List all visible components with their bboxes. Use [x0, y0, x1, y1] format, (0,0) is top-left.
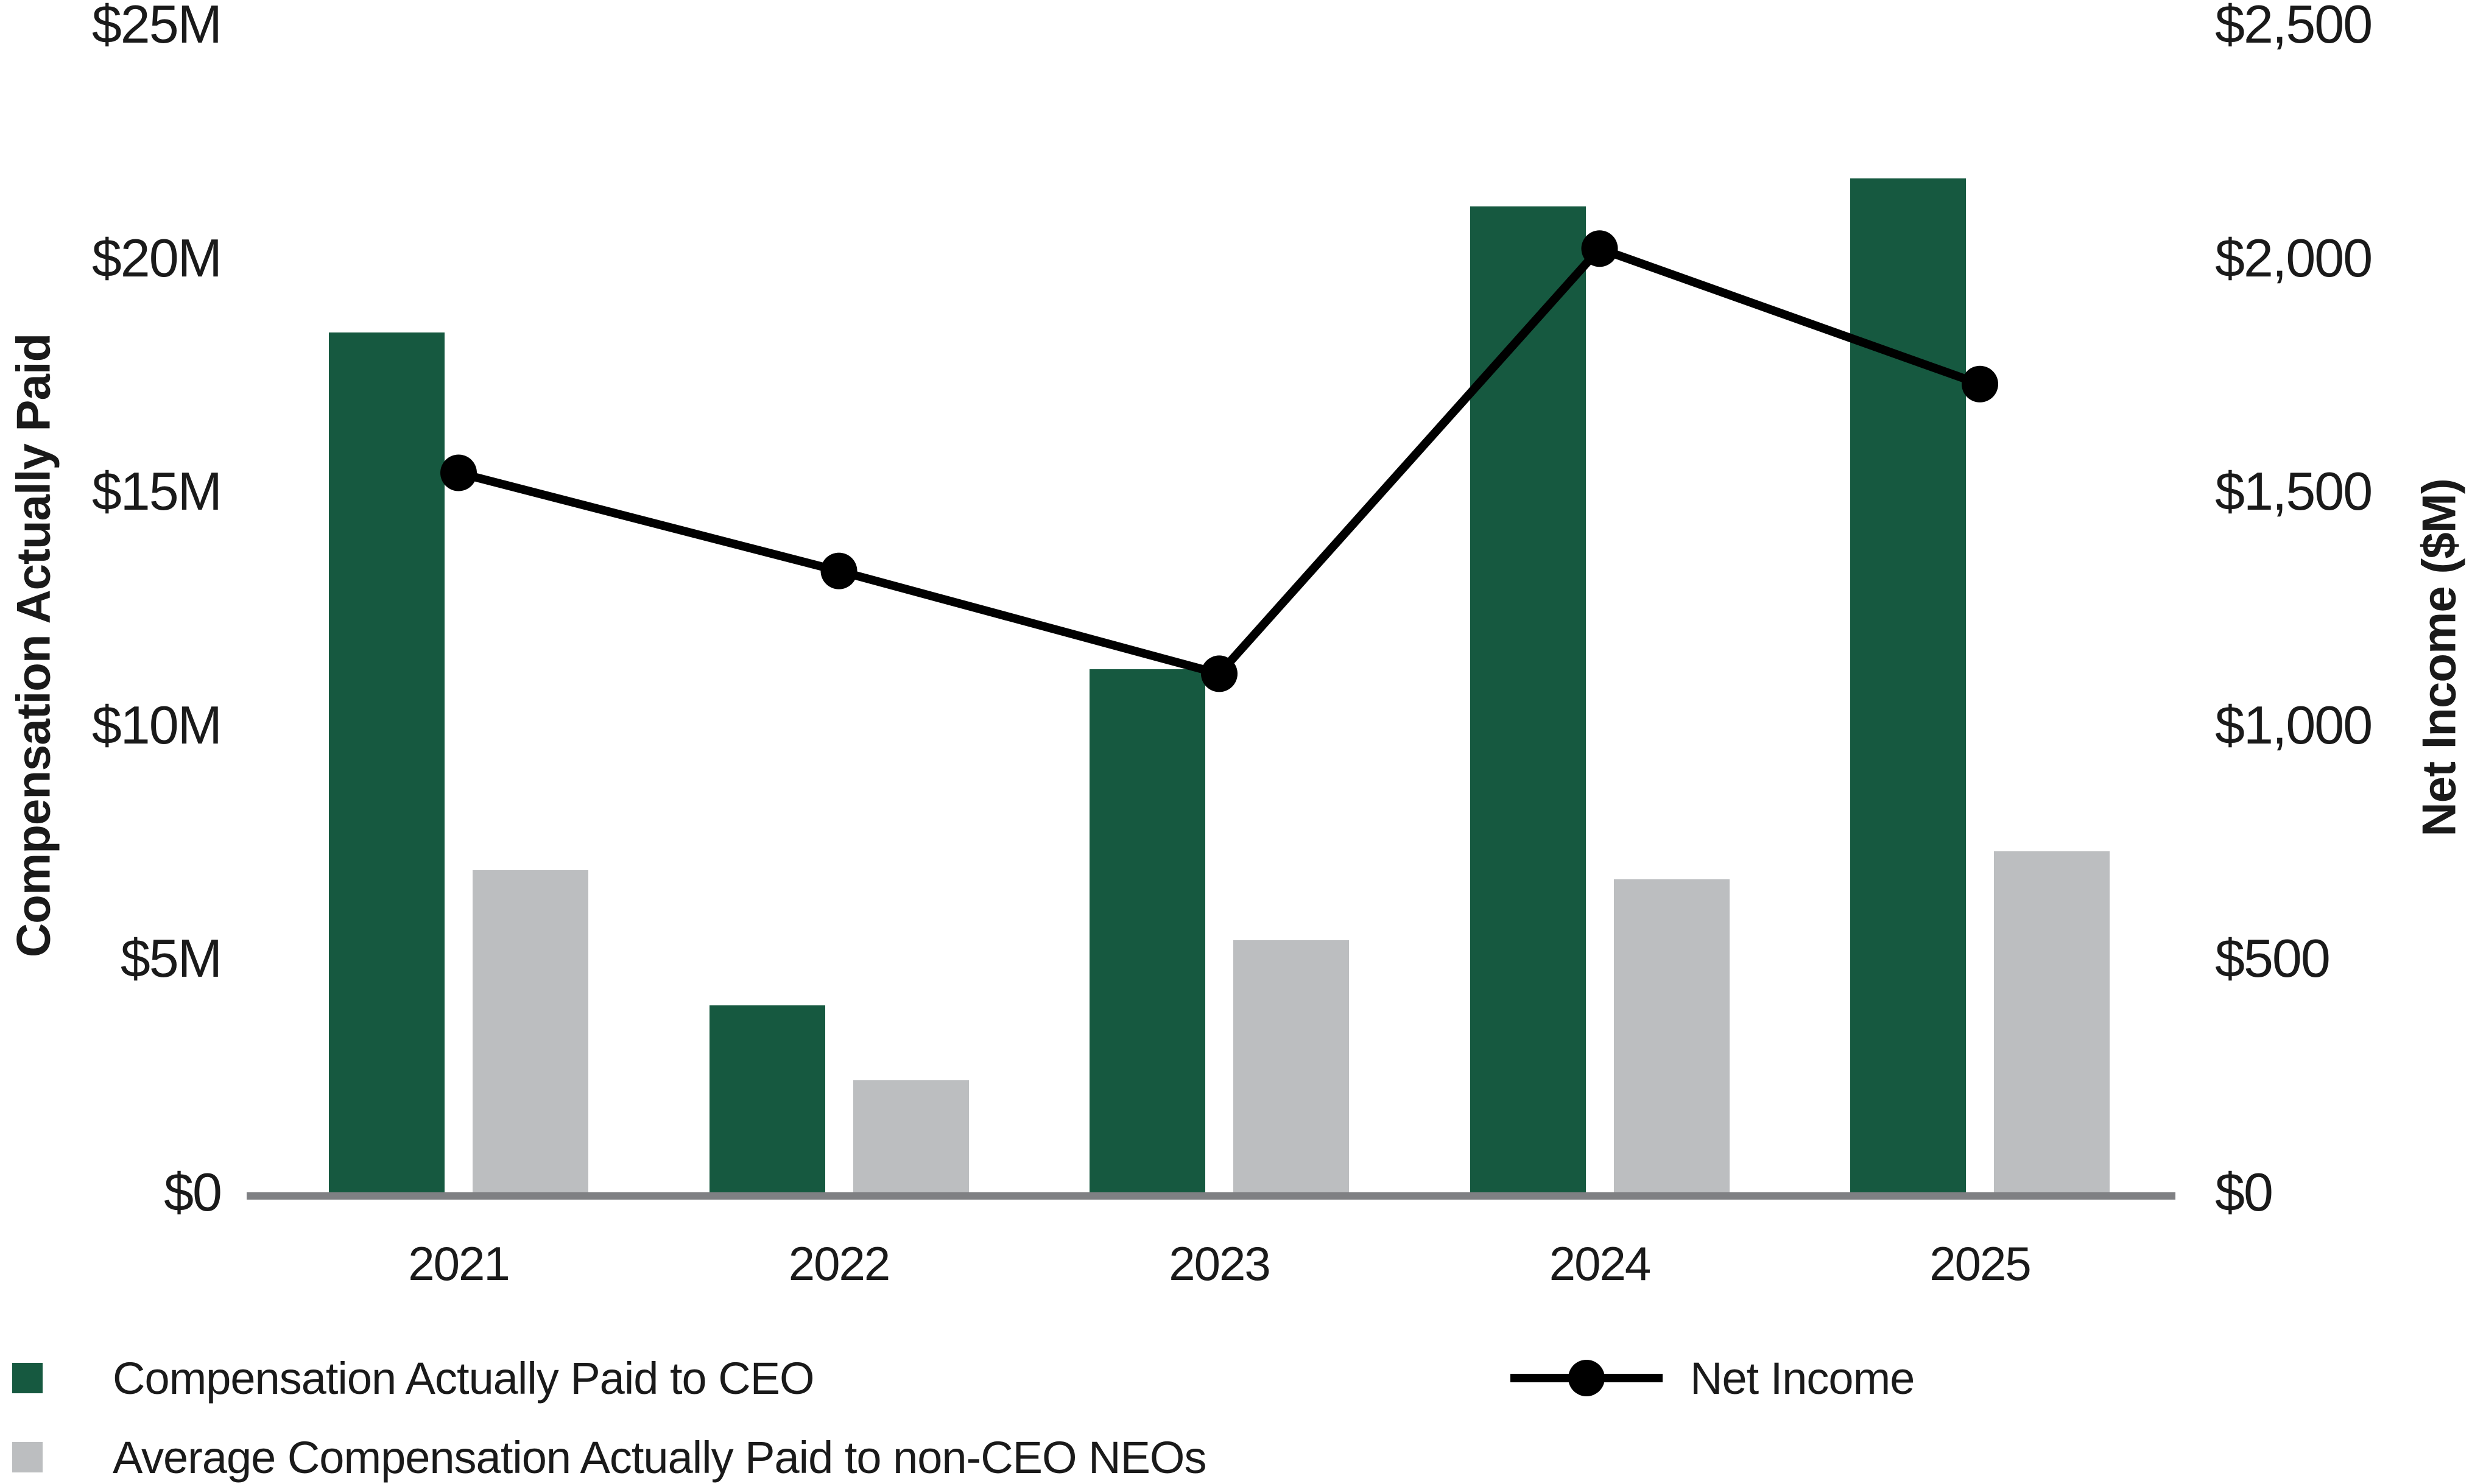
left-axis-tick-label: $25M: [91, 0, 222, 54]
x-axis-label-2024: 2024: [1549, 1237, 1652, 1290]
ceo-cap-bar-2022: [709, 1005, 825, 1192]
right-axis-tick-label: $1,000: [2215, 694, 2373, 755]
legend-neo-label: Average Compensation Actually Paid to no…: [113, 1432, 1206, 1483]
legend-item-neo: Average Compensation Actually Paid to no…: [12, 1432, 1206, 1483]
x-axis-label-2021: 2021: [408, 1237, 510, 1290]
left-axis-tick-label: $0: [164, 1162, 222, 1222]
right-axis-tick-label: $2,500: [2215, 0, 2373, 54]
neo-cap-bar-2023: [1233, 940, 1349, 1192]
neo-bar-swatch-icon: [12, 1442, 43, 1472]
left-axis-tick-label: $10M: [91, 694, 222, 755]
net-income-point-2023: [1201, 655, 1238, 692]
neo-cap-bar-2025: [1994, 851, 2110, 1192]
net-income-point-2021: [440, 454, 477, 491]
plot-area: [256, 24, 2174, 1192]
left-axis-tick-label: $5M: [120, 928, 222, 989]
ceo-cap-bar-2023: [1090, 669, 1205, 1192]
neo-cap-bar-2022: [853, 1080, 969, 1192]
right-axis-title: Net Income ($M): [2412, 479, 2466, 837]
legend-net-income-label: Net Income: [1690, 1352, 1915, 1404]
x-axis-label-2025: 2025: [1929, 1237, 2032, 1290]
ceo-bar-swatch-icon: [12, 1363, 43, 1393]
x-axis-label-2022: 2022: [788, 1237, 891, 1290]
legend-item-ceo: Compensation Actually Paid to CEO: [12, 1353, 815, 1404]
right-axis-tick-label: $500: [2215, 928, 2331, 989]
left-axis-tick-label: $20M: [91, 227, 222, 288]
right-axis-tick-label: $0: [2215, 1162, 2273, 1222]
legend-item-net-income: Net Income: [1510, 1353, 1915, 1404]
neo-cap-bar-2021: [473, 870, 588, 1192]
x-axis-label-2023: 2023: [1169, 1237, 1271, 1290]
net-income-line-layer: [440, 230, 1998, 692]
net-income-marker-icon: [1510, 1360, 1663, 1396]
x-axis-line: [247, 1192, 2175, 1200]
net-income-line: [457, 244, 1982, 679]
legend-ceo-label: Compensation Actually Paid to CEO: [113, 1352, 815, 1404]
right-axis-tick-label: $2,000: [2215, 227, 2373, 288]
neo-cap-bar-2024: [1613, 879, 1730, 1192]
left-axis-tick-label: $15M: [91, 461, 222, 522]
right-axis-tick-label: $1,500: [2215, 461, 2373, 522]
net-income-point-2022: [820, 552, 857, 589]
ceo-cap-bar-2021: [329, 332, 445, 1192]
net-income-point-2024: [1581, 230, 1618, 267]
left-axis-title: Compensation Actually Paid: [6, 333, 60, 958]
net-income-point-2025: [1962, 365, 1998, 403]
